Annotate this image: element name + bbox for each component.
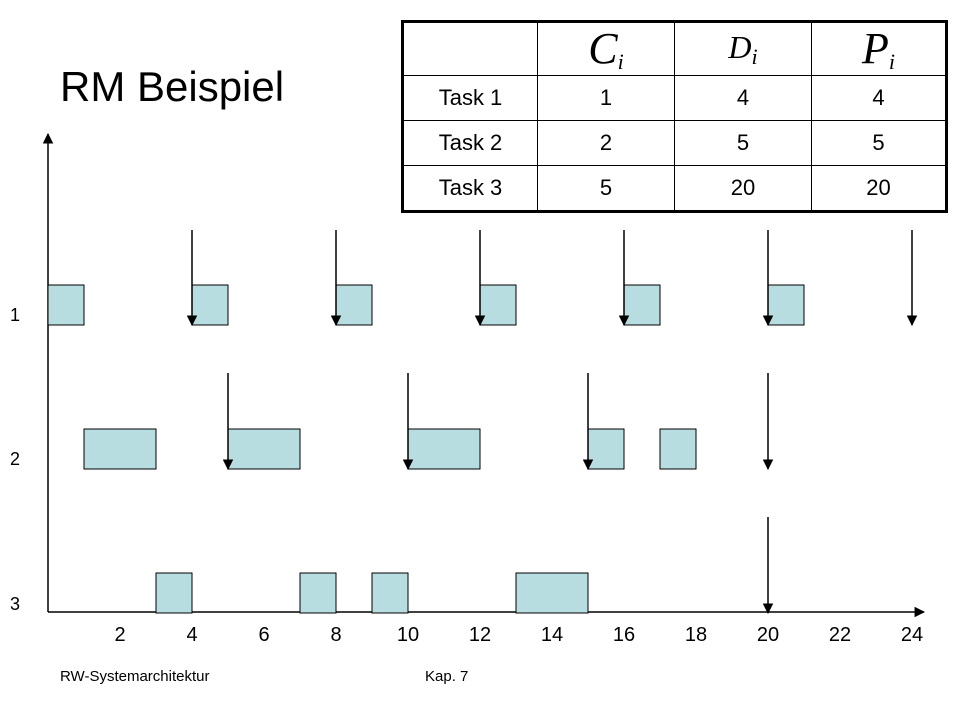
task-2-execution-block	[407, 428, 481, 470]
task-1-execution-block	[335, 284, 373, 326]
pi-cell: 20	[811, 165, 947, 212]
task-2-execution-block	[227, 428, 301, 470]
task-row-label: 1	[10, 305, 20, 325]
task-name-cell: Task 1	[402, 75, 538, 121]
header-ci-symbol: C	[588, 24, 618, 73]
x-tick-label: 22	[829, 624, 851, 646]
header-di-subscript: i	[751, 43, 758, 69]
ci-cell: 2	[537, 120, 675, 166]
task-3-execution-block	[371, 572, 409, 614]
task-parameter-table: Ci Di Pi Task 1 1 4 4 Task 2 2 5 5 Task …	[401, 20, 948, 213]
x-tick-label: 6	[258, 624, 269, 646]
task-name-cell: Task 2	[402, 120, 538, 166]
execution-blocks	[47, 284, 805, 614]
task-3-execution-block	[515, 572, 589, 614]
task-row-label: 2	[10, 449, 20, 469]
task-1-execution-block	[767, 284, 805, 326]
di-cell: 5	[674, 120, 812, 166]
header-pi-symbol: P	[861, 24, 889, 73]
table-row: Task 2 2 5 5	[402, 120, 947, 166]
x-tick-label: 4	[186, 624, 197, 646]
x-tick-label: 10	[397, 624, 419, 646]
task-row-labels: 1 2 3	[10, 305, 20, 614]
header-pi: Pi	[811, 21, 947, 76]
task-1-execution-block	[623, 284, 661, 326]
task-1-execution-block	[479, 284, 517, 326]
pi-cell: 5	[811, 120, 947, 166]
table-row: Task 3 5 20 20	[402, 165, 947, 212]
footer-chapter: Kap. 7	[425, 668, 469, 685]
task-3-execution-block	[299, 572, 337, 614]
x-tick-label: 24	[901, 624, 923, 646]
ci-cell: 5	[537, 165, 675, 212]
task-1-execution-block	[47, 284, 85, 326]
header-ci-subscript: i	[617, 49, 624, 74]
x-tick-label: 20	[757, 624, 779, 646]
x-tick-label: 16	[613, 624, 635, 646]
header-di: Di	[674, 21, 812, 76]
slide-title: RM Beispiel	[60, 63, 285, 110]
task-2-execution-block	[587, 428, 625, 470]
x-tick-label: 2	[114, 624, 125, 646]
x-tick-label: 8	[330, 624, 341, 646]
di-cell: 4	[674, 75, 812, 121]
task-row-label: 3	[10, 594, 20, 614]
task-3-execution-block	[155, 572, 193, 614]
footer-course: RW-Systemarchitektur	[60, 668, 210, 685]
task-2-execution-block	[83, 428, 157, 470]
x-tick-label: 12	[469, 624, 491, 646]
ci-cell: 1	[537, 75, 675, 121]
x-tick-label: 14	[541, 624, 563, 646]
header-di-symbol: D	[728, 28, 752, 65]
task-1-execution-block	[191, 284, 229, 326]
task-name-cell: Task 3	[402, 165, 538, 212]
x-tick-labels: 2 4 6 8 10 12 14 16 18 20 22 24	[114, 624, 923, 646]
task-2-execution-block	[659, 428, 697, 470]
deadline-arrows	[186, 230, 918, 615]
header-pi-subscript: i	[888, 49, 895, 74]
x-tick-label: 18	[685, 624, 707, 646]
header-ci: Ci	[537, 21, 675, 76]
